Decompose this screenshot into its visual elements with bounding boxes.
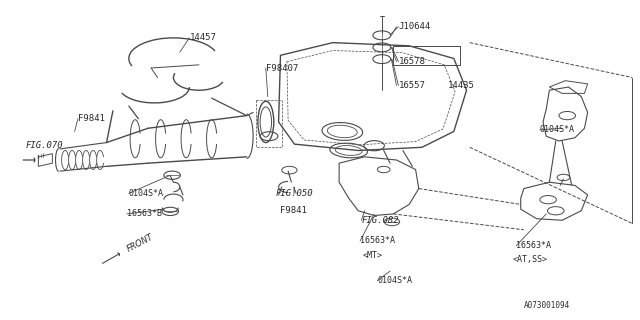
Text: FRONT: FRONT — [125, 232, 156, 253]
Text: J10644: J10644 — [398, 22, 431, 31]
Text: FIG.050: FIG.050 — [275, 189, 313, 198]
Text: 0104S*A: 0104S*A — [540, 125, 575, 134]
Text: 14435: 14435 — [447, 81, 474, 90]
Text: F9841: F9841 — [280, 206, 307, 215]
Text: F98407: F98407 — [266, 63, 298, 73]
Text: 0104S*A: 0104S*A — [129, 189, 164, 198]
Text: 0104S*A: 0104S*A — [378, 276, 412, 285]
Text: 16563*B: 16563*B — [127, 209, 162, 219]
Text: 16557: 16557 — [398, 81, 425, 90]
Text: <AT,SS>: <AT,SS> — [513, 255, 548, 264]
Text: FIG.082: FIG.082 — [362, 216, 399, 225]
Text: <MT>: <MT> — [363, 251, 383, 260]
Text: 16578: 16578 — [398, 57, 425, 66]
Text: 16563*A: 16563*A — [360, 236, 395, 245]
Text: 16563*A: 16563*A — [516, 241, 551, 250]
Text: FIG.070: FIG.070 — [26, 141, 63, 150]
Text: 14457: 14457 — [189, 33, 216, 42]
Text: A073001094: A073001094 — [524, 301, 570, 310]
Text: F9841: F9841 — [78, 114, 105, 123]
